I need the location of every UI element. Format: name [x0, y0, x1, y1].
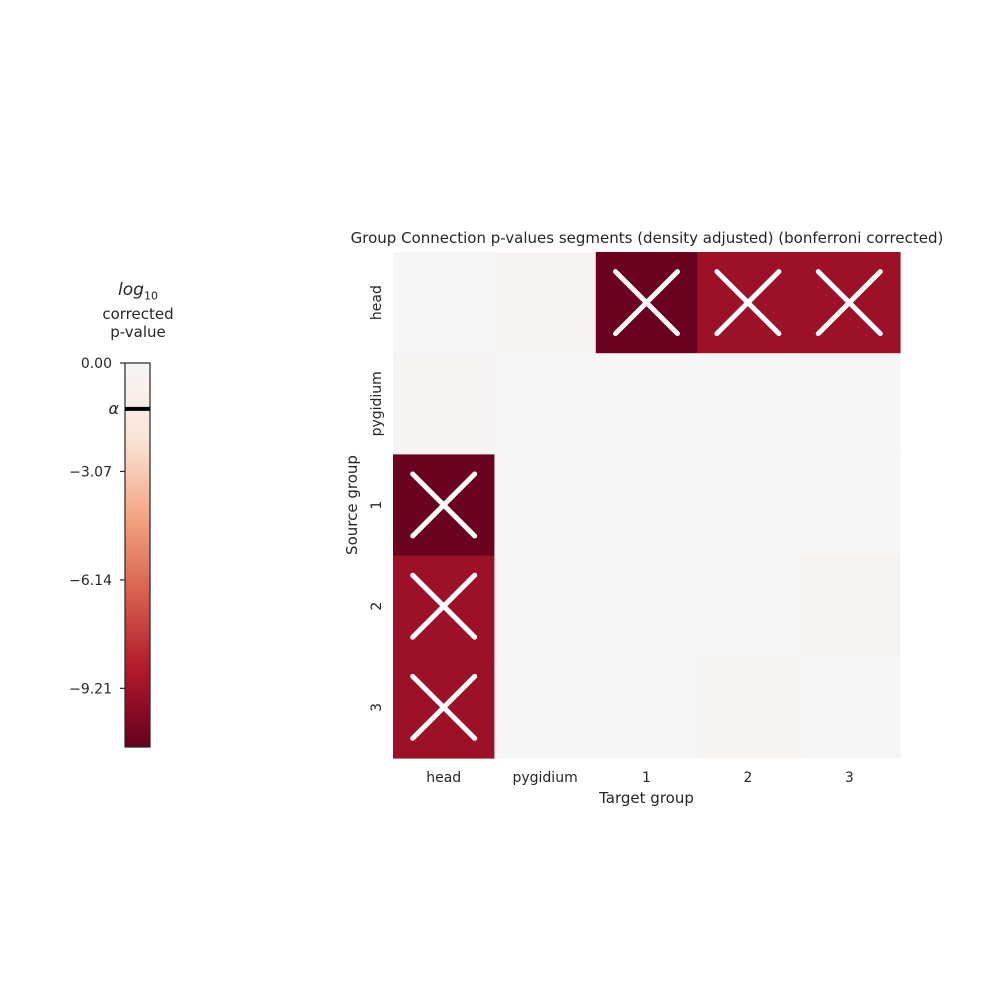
y-tick-label: pygidium — [369, 371, 385, 436]
chart-title: Group Connection p-values segments (dens… — [351, 229, 944, 247]
colorbar-tick-label: −6.14 — [69, 573, 112, 589]
significance-marks — [410, 269, 883, 741]
y-tick-label: 1 — [369, 501, 385, 510]
colorbar-gradient — [125, 363, 150, 747]
y-axis-label: Source group — [343, 455, 361, 555]
heatmap-cell — [697, 454, 800, 557]
colorbar-title-log: log10 — [88, 281, 188, 305]
heatmap-cells — [393, 252, 901, 759]
x-tick-label: head — [426, 770, 461, 786]
colorbar-ticks: 0.00 −3.07 −6.14 −9.21 — [69, 356, 125, 697]
heatmap-cell — [494, 252, 597, 354]
heatmap-cell — [697, 555, 800, 658]
significance-x-mark — [410, 572, 478, 640]
heatmap-cell — [595, 353, 698, 455]
colorbar: α 0.00 −3.07 −6.14 −9.21 — [69, 356, 151, 748]
colorbar-title-line3: p-value — [110, 323, 166, 342]
heatmap-cell — [798, 353, 901, 455]
x-tick-label: pygidium — [512, 770, 577, 786]
significance-x-mark — [410, 471, 478, 539]
x-tick-label: 1 — [642, 770, 651, 786]
colorbar-title-log-text: log — [118, 280, 144, 300]
y-tick-label: 3 — [369, 703, 385, 712]
heatmap-cell — [393, 252, 495, 354]
y-tick-labels: head pygidium 1 2 3 — [369, 285, 385, 712]
heatmap-cell — [494, 555, 597, 658]
heatmap-cell — [494, 353, 597, 455]
heatmap-cell — [393, 353, 495, 455]
colorbar-title-log-sub: 10 — [143, 289, 158, 303]
heatmap-cell — [595, 454, 698, 557]
colorbar-tick-label: 0.00 — [81, 356, 112, 372]
significance-x-mark — [714, 269, 782, 337]
heatmap-cell — [494, 454, 597, 557]
heatmap-cell — [494, 656, 597, 759]
significance-x-mark — [410, 673, 478, 741]
heatmap-cell — [595, 656, 698, 759]
colorbar-title: log10 corrected p-value — [88, 281, 188, 341]
x-tick-label: 3 — [845, 770, 854, 786]
y-tick-label: 2 — [369, 602, 385, 611]
heatmap-cell — [697, 656, 800, 759]
colorbar-tick-label: −3.07 — [69, 464, 112, 480]
significance-x-mark — [613, 269, 680, 337]
significance-x-mark — [815, 269, 883, 337]
heatmap-cell — [798, 555, 901, 658]
x-tick-labels: head pygidium 1 2 3 — [426, 770, 854, 786]
colorbar-frame — [124, 362, 151, 748]
colorbar-tick-label: −9.21 — [69, 681, 112, 697]
heatmap-cell — [595, 555, 698, 658]
x-axis-label: Target group — [598, 789, 694, 807]
x-tick-label: 2 — [743, 770, 752, 786]
y-tick-label: head — [369, 285, 385, 320]
colorbar-title-line2: corrected — [102, 305, 174, 324]
heatmap-cell — [697, 353, 800, 455]
heatmap-cell — [798, 656, 901, 759]
heatmap-cell — [798, 454, 901, 557]
colorbar-alpha-label: α — [108, 399, 119, 418]
